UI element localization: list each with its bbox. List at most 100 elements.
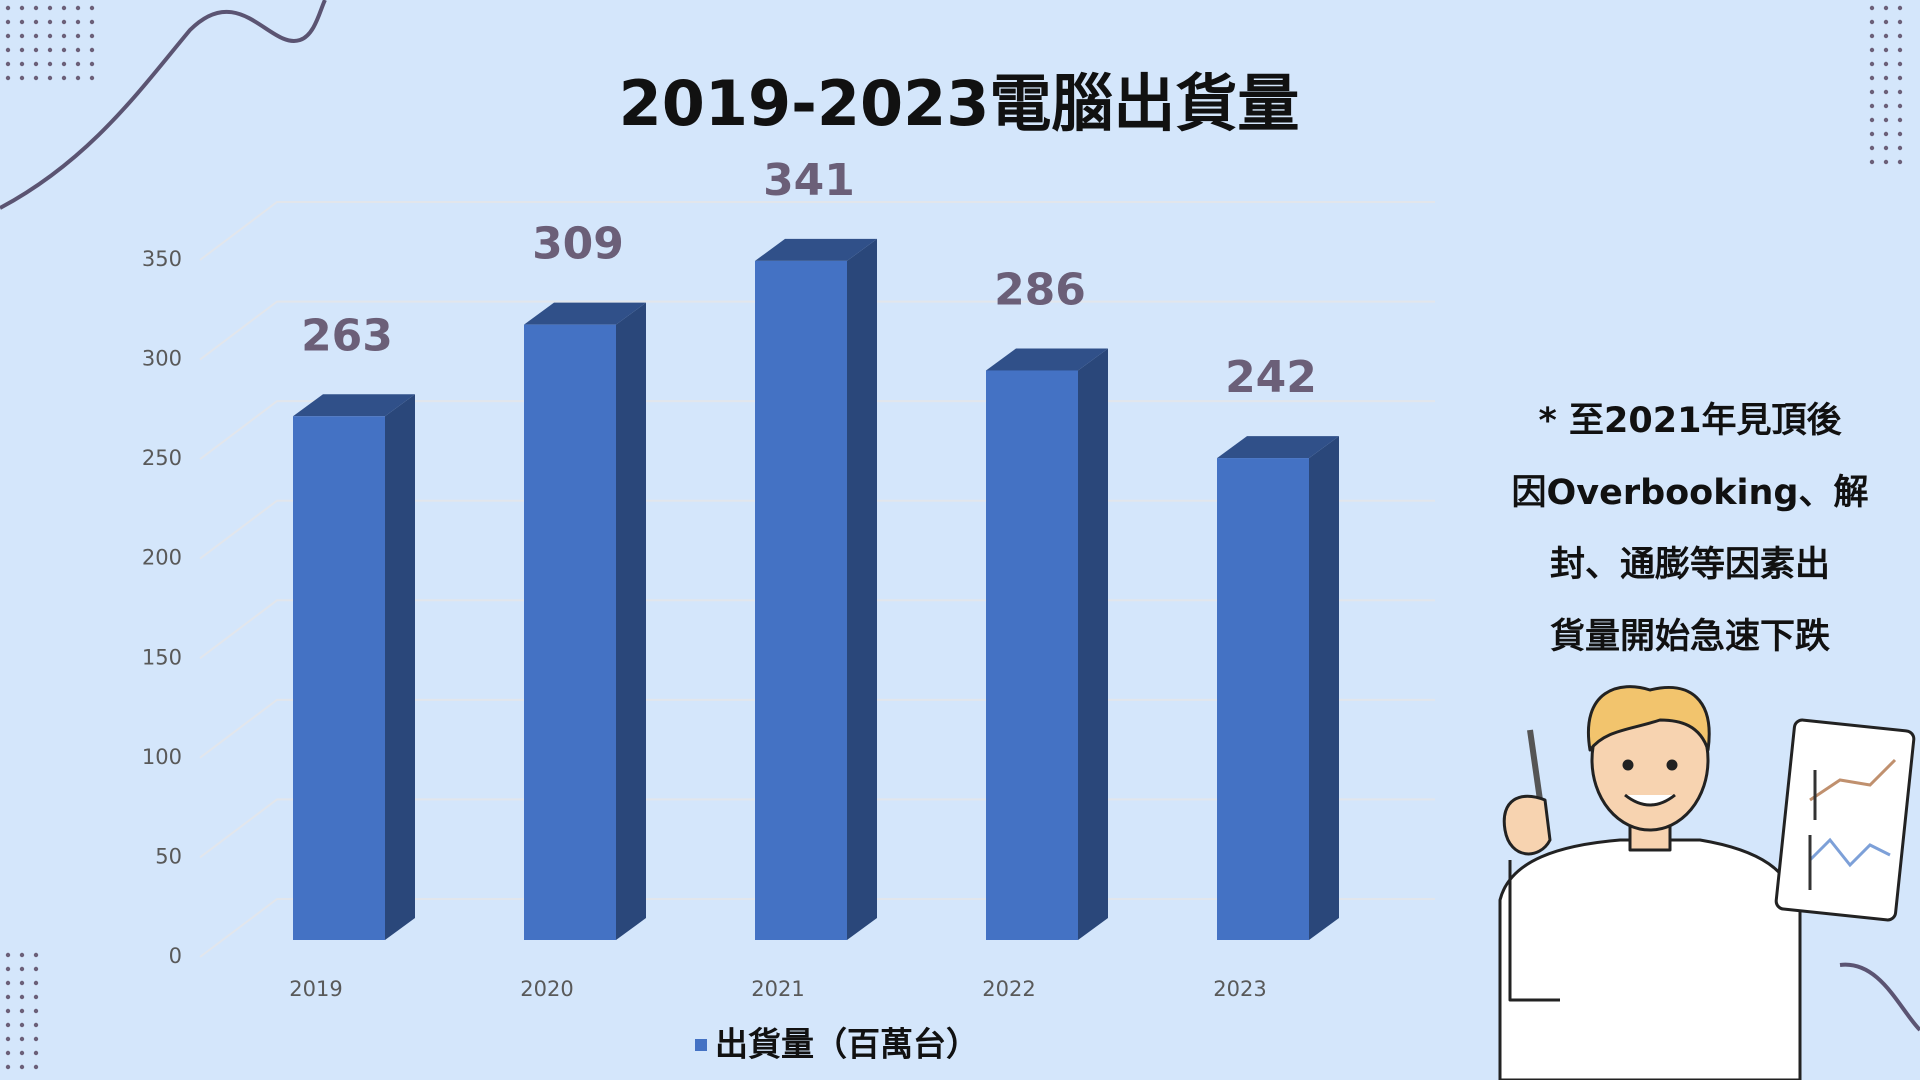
dot xyxy=(33,952,39,958)
grid-line xyxy=(199,300,1435,361)
dot xyxy=(61,33,67,39)
y-tick-label: 300 xyxy=(142,347,182,371)
dot xyxy=(47,61,53,67)
dot xyxy=(33,75,39,81)
dot xyxy=(1897,89,1903,95)
bar-top xyxy=(524,302,646,325)
dot xyxy=(19,33,25,39)
bar xyxy=(293,394,415,940)
dot xyxy=(33,994,39,1000)
dot xyxy=(1883,159,1889,165)
y-tick-label: 200 xyxy=(142,546,182,570)
x-tick-label: 2022 xyxy=(982,977,1035,1001)
dot xyxy=(1897,61,1903,67)
bar-top xyxy=(755,238,877,261)
dot xyxy=(89,33,95,39)
dot xyxy=(89,61,95,67)
dot xyxy=(1869,117,1875,123)
dot xyxy=(1897,33,1903,39)
dot xyxy=(5,1050,11,1056)
dot xyxy=(75,47,81,53)
dot xyxy=(1869,103,1875,109)
value-label: 263 xyxy=(301,310,393,361)
legend-label: 出貨量（百萬台） xyxy=(715,1025,979,1064)
dot xyxy=(1897,117,1903,123)
dot xyxy=(61,61,67,67)
dot xyxy=(1883,131,1889,137)
note-line: 封、通膨等因素出 xyxy=(1550,545,1830,585)
dot xyxy=(1869,47,1875,53)
dot xyxy=(33,47,39,53)
dot xyxy=(47,19,53,25)
note-line: 因Overbooking、解 xyxy=(1512,473,1869,513)
bar-top xyxy=(1217,436,1339,459)
dot xyxy=(5,19,11,25)
dot xyxy=(61,47,67,53)
bar-top xyxy=(986,348,1108,371)
bar-top xyxy=(293,394,415,417)
dot xyxy=(5,1036,11,1042)
dot xyxy=(1883,145,1889,151)
dot xyxy=(47,5,53,11)
bar-front xyxy=(524,324,616,940)
dot xyxy=(19,980,25,986)
bar-front xyxy=(755,260,847,940)
dot xyxy=(89,5,95,11)
bar-front xyxy=(293,416,385,940)
dot xyxy=(5,966,11,972)
dot xyxy=(1897,145,1903,151)
bar xyxy=(1217,436,1339,940)
dot xyxy=(75,61,81,67)
x-tick-label: 2020 xyxy=(520,977,573,1001)
dot xyxy=(89,19,95,25)
chart-title: 2019-2023電腦出貨量 xyxy=(619,67,1300,140)
dot xyxy=(33,19,39,25)
dot xyxy=(1897,103,1903,109)
dot xyxy=(47,33,53,39)
dot xyxy=(19,5,25,11)
dot xyxy=(33,1036,39,1042)
dot xyxy=(5,75,11,81)
dot xyxy=(1869,61,1875,67)
dot xyxy=(19,1064,25,1070)
dot xyxy=(1869,33,1875,39)
y-tick-label: 0 xyxy=(169,944,182,968)
bar-side xyxy=(385,394,415,940)
dot xyxy=(5,952,11,958)
dot xyxy=(75,19,81,25)
value-label: 286 xyxy=(994,264,1086,315)
dot xyxy=(1883,19,1889,25)
grid-line xyxy=(199,201,1435,261)
dot xyxy=(19,1022,25,1028)
dot xyxy=(1869,75,1875,81)
dot xyxy=(5,1022,11,1028)
note: * 至2021年見頂後因Overbooking、解封、通膨等因素出貨量開始急速下… xyxy=(1512,401,1869,657)
bar xyxy=(986,348,1108,940)
dot xyxy=(33,61,39,67)
dot xyxy=(33,1008,39,1014)
bar xyxy=(755,238,877,940)
dot xyxy=(1883,89,1889,95)
dot xyxy=(19,994,25,1000)
dot xyxy=(19,61,25,67)
dot xyxy=(1869,159,1875,165)
dot xyxy=(1883,47,1889,53)
dot xyxy=(1869,5,1875,11)
dot xyxy=(33,980,39,986)
dot xyxy=(1897,159,1903,165)
dot xyxy=(1883,61,1889,67)
y-tick-label: 100 xyxy=(142,745,182,769)
dot xyxy=(33,1064,39,1070)
dot xyxy=(19,47,25,53)
dot xyxy=(1883,75,1889,81)
legend-swatch xyxy=(695,1039,707,1051)
dot xyxy=(5,994,11,1000)
dot xyxy=(1883,5,1889,11)
dot xyxy=(1883,117,1889,123)
note-line: * 至2021年見頂後 xyxy=(1539,401,1843,441)
note-line: 貨量開始急速下跌 xyxy=(1550,617,1830,657)
value-label: 341 xyxy=(763,155,855,206)
y-tick-label: 50 xyxy=(155,844,182,868)
dot xyxy=(1897,131,1903,137)
